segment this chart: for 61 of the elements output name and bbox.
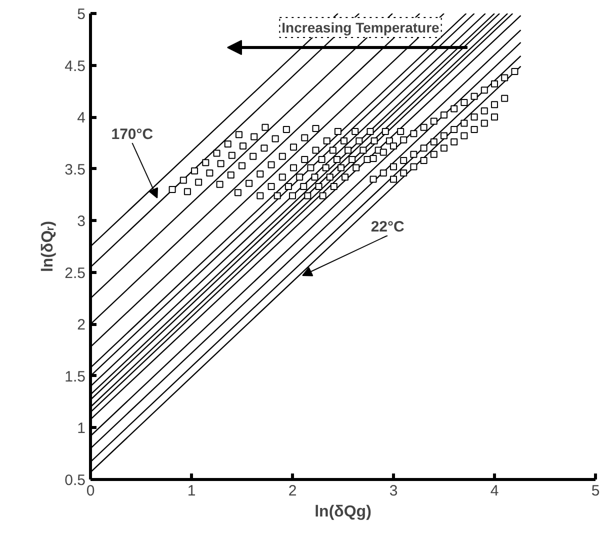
point [420, 144, 428, 152]
y-tick-label: 5 [77, 6, 86, 23]
x-tick-label: 3 [389, 482, 398, 500]
point [460, 99, 468, 106]
point [390, 142, 397, 150]
point [491, 101, 498, 108]
point [410, 150, 418, 158]
point [430, 118, 438, 125]
point [430, 138, 438, 146]
point [480, 86, 488, 94]
point [480, 120, 488, 127]
x-tick-label: 5 [591, 482, 600, 500]
point [440, 132, 448, 140]
point [400, 169, 408, 176]
point [511, 68, 518, 75]
annotation: Increasing Temperature [282, 20, 440, 36]
annotation: 170°C [111, 126, 154, 143]
x-axis-title: ln(δQg) [314, 504, 372, 520]
point [400, 136, 408, 144]
x-tick-label: 0 [86, 482, 95, 500]
point [460, 132, 468, 140]
point [480, 107, 488, 114]
point [380, 169, 387, 176]
point [410, 130, 418, 138]
point [491, 80, 498, 88]
point [501, 74, 508, 82]
point [390, 176, 397, 183]
point [370, 154, 377, 162]
y-tick-label: 2.5 [64, 264, 86, 282]
point [420, 157, 428, 164]
y-tick-label: 3.5 [64, 161, 86, 178]
point [450, 105, 458, 112]
y-axis-title: ln(δQᵣ) [40, 220, 57, 272]
point [440, 111, 448, 118]
point [450, 138, 458, 146]
y-tick-label: 3 [77, 213, 86, 230]
point [370, 176, 377, 183]
point [470, 92, 478, 100]
y-tick-label: 4 [77, 110, 86, 127]
y-tick-label: 1.5 [64, 368, 86, 386]
point [400, 157, 408, 164]
point [460, 120, 468, 127]
y-tick-label: 2 [77, 316, 86, 334]
point [470, 114, 478, 121]
point [491, 114, 498, 121]
point [440, 144, 448, 152]
x-tick-label: 4 [490, 482, 499, 500]
y-tick-label: 0.5 [64, 472, 86, 489]
point [501, 94, 508, 102]
point [470, 126, 478, 133]
x-tick-label: 1 [187, 482, 196, 500]
y-tick-label: 1 [77, 420, 86, 438]
annotation: 22°C [370, 218, 405, 236]
x-tick-label: 2 [288, 482, 297, 500]
point [450, 126, 458, 133]
point [420, 124, 428, 131]
point [390, 163, 397, 170]
point [380, 148, 387, 156]
point [410, 163, 418, 170]
y-tick-label: 4.5 [64, 58, 86, 75]
point [430, 150, 438, 158]
